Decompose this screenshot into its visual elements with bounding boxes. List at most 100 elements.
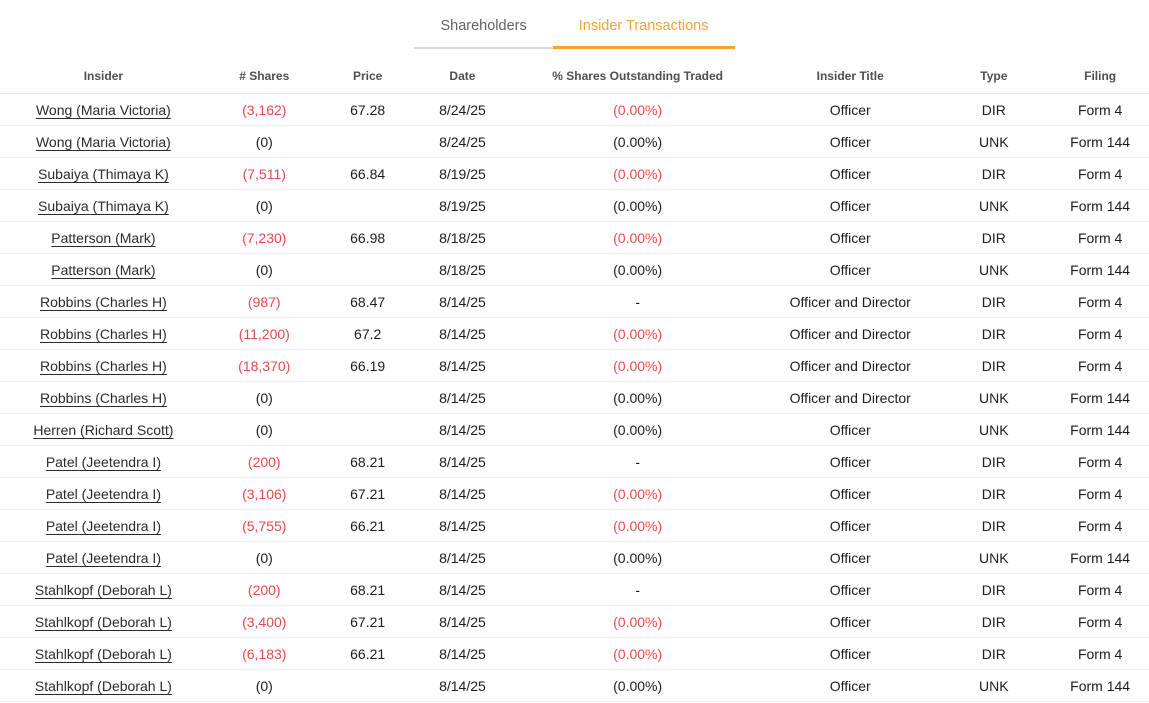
table-row: Wong (Maria Victoria) (0) 8/24/25 (0.00%…: [0, 125, 1149, 158]
insider-title-cell: Officer: [764, 189, 937, 222]
pct-outstanding-cell: (0.00%): [511, 349, 765, 382]
date-cell: 8/18/25: [413, 253, 512, 286]
type-cell: DIR: [936, 637, 1052, 670]
type-cell: DIR: [936, 221, 1052, 254]
shares-cell: (0): [206, 381, 322, 414]
date-cell: 8/14/25: [413, 541, 512, 574]
insider-title-cell: Officer: [764, 93, 937, 126]
price-cell: 66.84: [321, 157, 414, 190]
table-header-row: Insider # Shares Price Date % Shares Out…: [0, 61, 1149, 94]
price-cell: 66.21: [321, 509, 414, 542]
shares-cell: (6,183): [206, 637, 322, 670]
price-cell: [321, 381, 414, 414]
filing-cell: Form 4: [1051, 477, 1149, 510]
column-header-filing: Filing: [1051, 61, 1149, 94]
column-header-date: Date: [413, 61, 512, 94]
filing-cell: Form 4: [1051, 317, 1149, 350]
date-cell: 8/14/25: [413, 381, 512, 414]
type-cell: UNK: [936, 125, 1052, 158]
insider-link[interactable]: Patterson (Mark): [51, 229, 156, 246]
price-cell: 67.28: [321, 93, 414, 126]
insider-link[interactable]: Stahlkopf (Deborah L): [34, 581, 172, 598]
insider-title-cell: Officer: [764, 157, 937, 190]
insider-link[interactable]: Patel (Jeetendra I): [45, 485, 161, 502]
insider-title-cell: Officer: [764, 221, 937, 254]
tab-shareholders[interactable]: Shareholders: [414, 8, 553, 49]
column-header-shares: # Shares: [206, 61, 322, 94]
date-cell: 8/24/25: [413, 125, 512, 158]
insider-link[interactable]: Stahlkopf (Deborah L): [34, 613, 172, 630]
filing-cell: Form 144: [1051, 253, 1149, 286]
insider-title-cell: Officer: [764, 573, 937, 606]
insider-title-cell: Officer: [764, 253, 937, 286]
date-cell: 8/14/25: [413, 349, 512, 382]
pct-outstanding-cell: (0.00%): [511, 637, 765, 670]
pct-outstanding-cell: -: [511, 285, 765, 318]
type-cell: DIR: [936, 349, 1052, 382]
filing-cell: Form 4: [1051, 509, 1149, 542]
insider-link[interactable]: Wong (Maria Victoria): [35, 101, 171, 118]
insider-link[interactable]: Robbins (Charles H): [39, 325, 167, 342]
table-row: Subaiya (Thimaya K) (7,511) 66.84 8/19/2…: [0, 157, 1149, 190]
table-row: Patterson (Mark) (0) 8/18/25 (0.00%) Off…: [0, 253, 1149, 286]
shares-cell: (3,400): [206, 605, 322, 638]
type-cell: DIR: [936, 509, 1052, 542]
pct-outstanding-cell: (0.00%): [511, 189, 765, 222]
insider-link[interactable]: Herren (Richard Scott): [33, 421, 174, 438]
filing-cell: Form 4: [1051, 221, 1149, 254]
insider-link[interactable]: Robbins (Charles H): [39, 389, 167, 406]
insider-link[interactable]: Wong (Maria Victoria): [35, 133, 171, 150]
insider-link[interactable]: Patterson (Mark): [51, 261, 156, 278]
pct-outstanding-cell: (0.00%): [511, 93, 765, 126]
shares-cell: (0): [206, 413, 322, 446]
shares-cell: (11,200): [206, 317, 322, 350]
insider-link[interactable]: Patel (Jeetendra I): [45, 453, 161, 470]
insider-link[interactable]: Subaiya (Thimaya K): [38, 197, 169, 214]
table-row: Stahlkopf (Deborah L) (200) 68.21 8/14/2…: [0, 573, 1149, 606]
price-cell: 66.98: [321, 221, 414, 254]
pct-outstanding-cell: (0.00%): [511, 253, 765, 286]
price-cell: 66.21: [321, 637, 414, 670]
type-cell: DIR: [936, 157, 1052, 190]
filing-cell: Form 144: [1051, 189, 1149, 222]
table-row: Herren (Richard Scott) (0) 8/14/25 (0.00…: [0, 413, 1149, 446]
insider-title-cell: Officer: [764, 637, 937, 670]
insider-transactions-table: Insider # Shares Price Date % Shares Out…: [0, 61, 1149, 702]
pct-outstanding-cell: (0.00%): [511, 317, 765, 350]
pct-outstanding-cell: (0.00%): [511, 509, 765, 542]
insider-title-cell: Officer: [764, 125, 937, 158]
insider-link[interactable]: Subaiya (Thimaya K): [38, 165, 169, 182]
insider-link[interactable]: Robbins (Charles H): [39, 357, 167, 374]
pct-outstanding-cell: -: [511, 573, 765, 606]
price-cell: 67.21: [321, 477, 414, 510]
price-cell: [321, 541, 414, 574]
pct-outstanding-cell: (0.00%): [511, 157, 765, 190]
date-cell: 8/14/25: [413, 285, 512, 318]
filing-cell: Form 144: [1051, 125, 1149, 158]
pct-outstanding-cell: (0.00%): [511, 477, 765, 510]
date-cell: 8/14/25: [413, 605, 512, 638]
filing-cell: Form 4: [1051, 445, 1149, 478]
tab-insider-transactions[interactable]: Insider Transactions: [552, 8, 735, 49]
filing-cell: Form 144: [1051, 669, 1149, 702]
insider-link[interactable]: Stahlkopf (Deborah L): [34, 677, 172, 694]
filing-cell: Form 144: [1051, 541, 1149, 574]
type-cell: UNK: [936, 189, 1052, 222]
table-row: Stahlkopf (Deborah L) (3,400) 67.21 8/14…: [0, 605, 1149, 638]
insider-link[interactable]: Robbins (Charles H): [39, 293, 167, 310]
filing-cell: Form 4: [1051, 573, 1149, 606]
type-cell: UNK: [936, 541, 1052, 574]
insider-title-cell: Officer: [764, 445, 937, 478]
date-cell: 8/14/25: [413, 669, 512, 702]
shares-cell: (3,162): [206, 93, 322, 126]
filing-cell: Form 144: [1051, 381, 1149, 414]
insider-link[interactable]: Stahlkopf (Deborah L): [34, 645, 172, 662]
table-row: Wong (Maria Victoria) (3,162) 67.28 8/24…: [0, 93, 1149, 126]
shares-cell: (7,230): [206, 221, 322, 254]
date-cell: 8/14/25: [413, 509, 512, 542]
price-cell: [321, 253, 414, 286]
insider-link[interactable]: Patel (Jeetendra I): [45, 517, 161, 534]
insider-title-cell: Officer: [764, 605, 937, 638]
insider-link[interactable]: Patel (Jeetendra I): [45, 549, 161, 566]
shares-cell: (7,511): [206, 157, 322, 190]
